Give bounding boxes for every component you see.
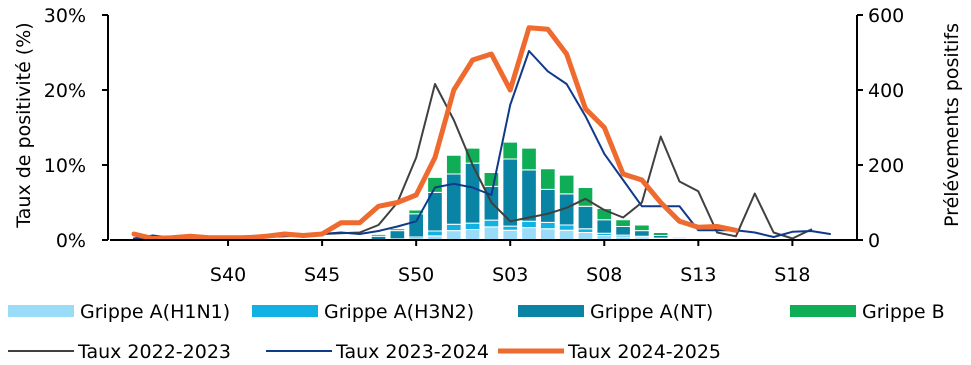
legend: Grippe A(H1N1) Grippe A(H3N2) Grippe A(NT)…	[8, 301, 945, 363]
x-tick-label: S13	[680, 264, 716, 286]
y-right-tick-label: 200	[868, 155, 904, 177]
bar-segment	[483, 219, 500, 228]
bar-segment	[540, 228, 556, 241]
y-left-tick-label: 30%	[44, 5, 86, 27]
bar-segment	[464, 162, 481, 224]
bar-segment	[389, 230, 406, 240]
bar-segment	[427, 176, 443, 193]
y-right-tick-label: 600	[868, 5, 904, 27]
y-left-tick-label: 0%	[56, 230, 86, 252]
legend-swatch	[518, 305, 584, 317]
bar-segment	[445, 154, 462, 175]
lines-layer	[131, 25, 831, 241]
bar-segment	[577, 228, 594, 233]
bar-segment	[389, 228, 406, 232]
bar-segment	[502, 225, 519, 231]
bar-segment	[408, 209, 424, 215]
bar-segment	[445, 223, 462, 232]
legend-swatch	[252, 305, 318, 317]
bar-segment	[540, 188, 556, 223]
axes-layer: 0% 10% 20% 30% 0 200 400 600 S40 S45 S50 S03 S08 S13 S…	[44, 5, 905, 286]
x-tick-label: S03	[492, 264, 528, 286]
legend-label: Grippe B	[862, 301, 945, 323]
line-series	[133, 50, 831, 240]
legend-label: Grippe A(H3N2)	[324, 301, 474, 323]
legend-swatch	[8, 305, 74, 317]
bar-segment	[445, 173, 462, 225]
bar-segment	[521, 227, 537, 241]
legend-label: Grippe A(NT)	[590, 301, 713, 323]
y-left-tick-label: 10%	[44, 155, 86, 177]
line-series	[131, 25, 739, 241]
y-axis-right-label: Prélévements positifs	[941, 23, 963, 227]
x-tick-label: S45	[304, 264, 340, 286]
bar-segment	[483, 226, 500, 241]
bar-segment	[671, 236, 688, 239]
bar-segment	[464, 222, 481, 230]
bar-segment	[408, 213, 424, 238]
bar-segment	[521, 220, 537, 229]
y-axis-left-label: Taux de positivité (%)	[13, 22, 35, 228]
x-tick-label: S08	[586, 264, 622, 286]
bar-segment	[427, 230, 443, 237]
legend-label: Taux 2024-2025	[567, 341, 721, 363]
bar-segment	[464, 229, 481, 241]
bar-segment	[596, 208, 613, 221]
bar-segment	[445, 230, 462, 241]
bar-segment	[540, 168, 556, 190]
bar-segment	[521, 169, 537, 222]
bar-segment	[502, 141, 519, 160]
legend-label: Taux 2022-2023	[77, 341, 231, 363]
legend-label: Grippe A(H1N1)	[80, 301, 230, 323]
x-tick-label: S50	[398, 264, 434, 286]
bar-segment	[615, 226, 631, 236]
y-right-tick-label: 400	[868, 80, 904, 102]
y-left-tick-label: 20%	[44, 80, 86, 102]
bar-segment	[577, 232, 594, 241]
bar-segment	[540, 221, 556, 230]
legend-label: Taux 2023-2024	[335, 341, 489, 363]
bar-segment	[521, 147, 537, 171]
bar-segment	[634, 224, 650, 232]
x-tick-label: S18	[774, 264, 810, 286]
x-tick-label: S40	[210, 264, 246, 286]
y-right-tick-label: 0	[868, 230, 880, 252]
bar-segment	[652, 232, 669, 236]
bar-segment	[615, 219, 631, 227]
bar-segment	[502, 229, 519, 241]
bar-segment	[596, 219, 613, 234]
bar-segment	[558, 229, 575, 241]
bar-segment	[577, 205, 594, 230]
bar-segment	[558, 224, 575, 231]
bar-segment	[370, 233, 387, 237]
legend-swatch	[790, 305, 856, 317]
bar-segment	[577, 187, 594, 207]
bar-segment	[634, 230, 650, 237]
bar-segment	[558, 174, 575, 195]
